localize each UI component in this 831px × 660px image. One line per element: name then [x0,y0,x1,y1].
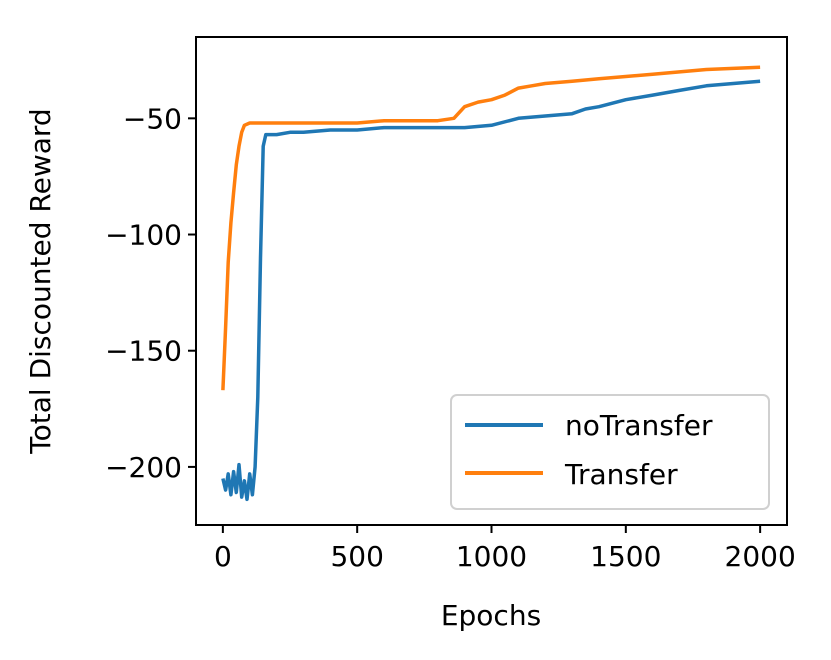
y-axis-label: Total Discounted Reward [24,108,57,454]
x-tick-label: 1500 [590,540,661,573]
y-axis-ticks: −50 −100 −150 −200 [105,102,196,484]
x-tick-label: 0 [214,540,232,573]
y-tick-label: −200 [105,451,182,484]
series-layer [221,65,761,502]
series-line-notransfer [221,79,761,502]
y-tick-label: −100 [105,219,182,252]
x-tick-label: 500 [330,540,383,573]
legend: noTransfer Transfer [450,394,770,510]
series-line-transfer [221,65,761,391]
legend-label-notransfer: noTransfer [565,409,713,442]
y-tick-label: −50 [123,102,182,135]
x-tick-label: 1000 [456,540,527,573]
x-axis-ticks: 0 500 1000 1500 2000 [214,525,796,573]
x-axis-label: Epochs [441,599,541,632]
y-tick-label: −150 [105,335,182,368]
x-tick-label: 2000 [725,540,796,573]
legend-label-transfer: Transfer [564,458,678,491]
